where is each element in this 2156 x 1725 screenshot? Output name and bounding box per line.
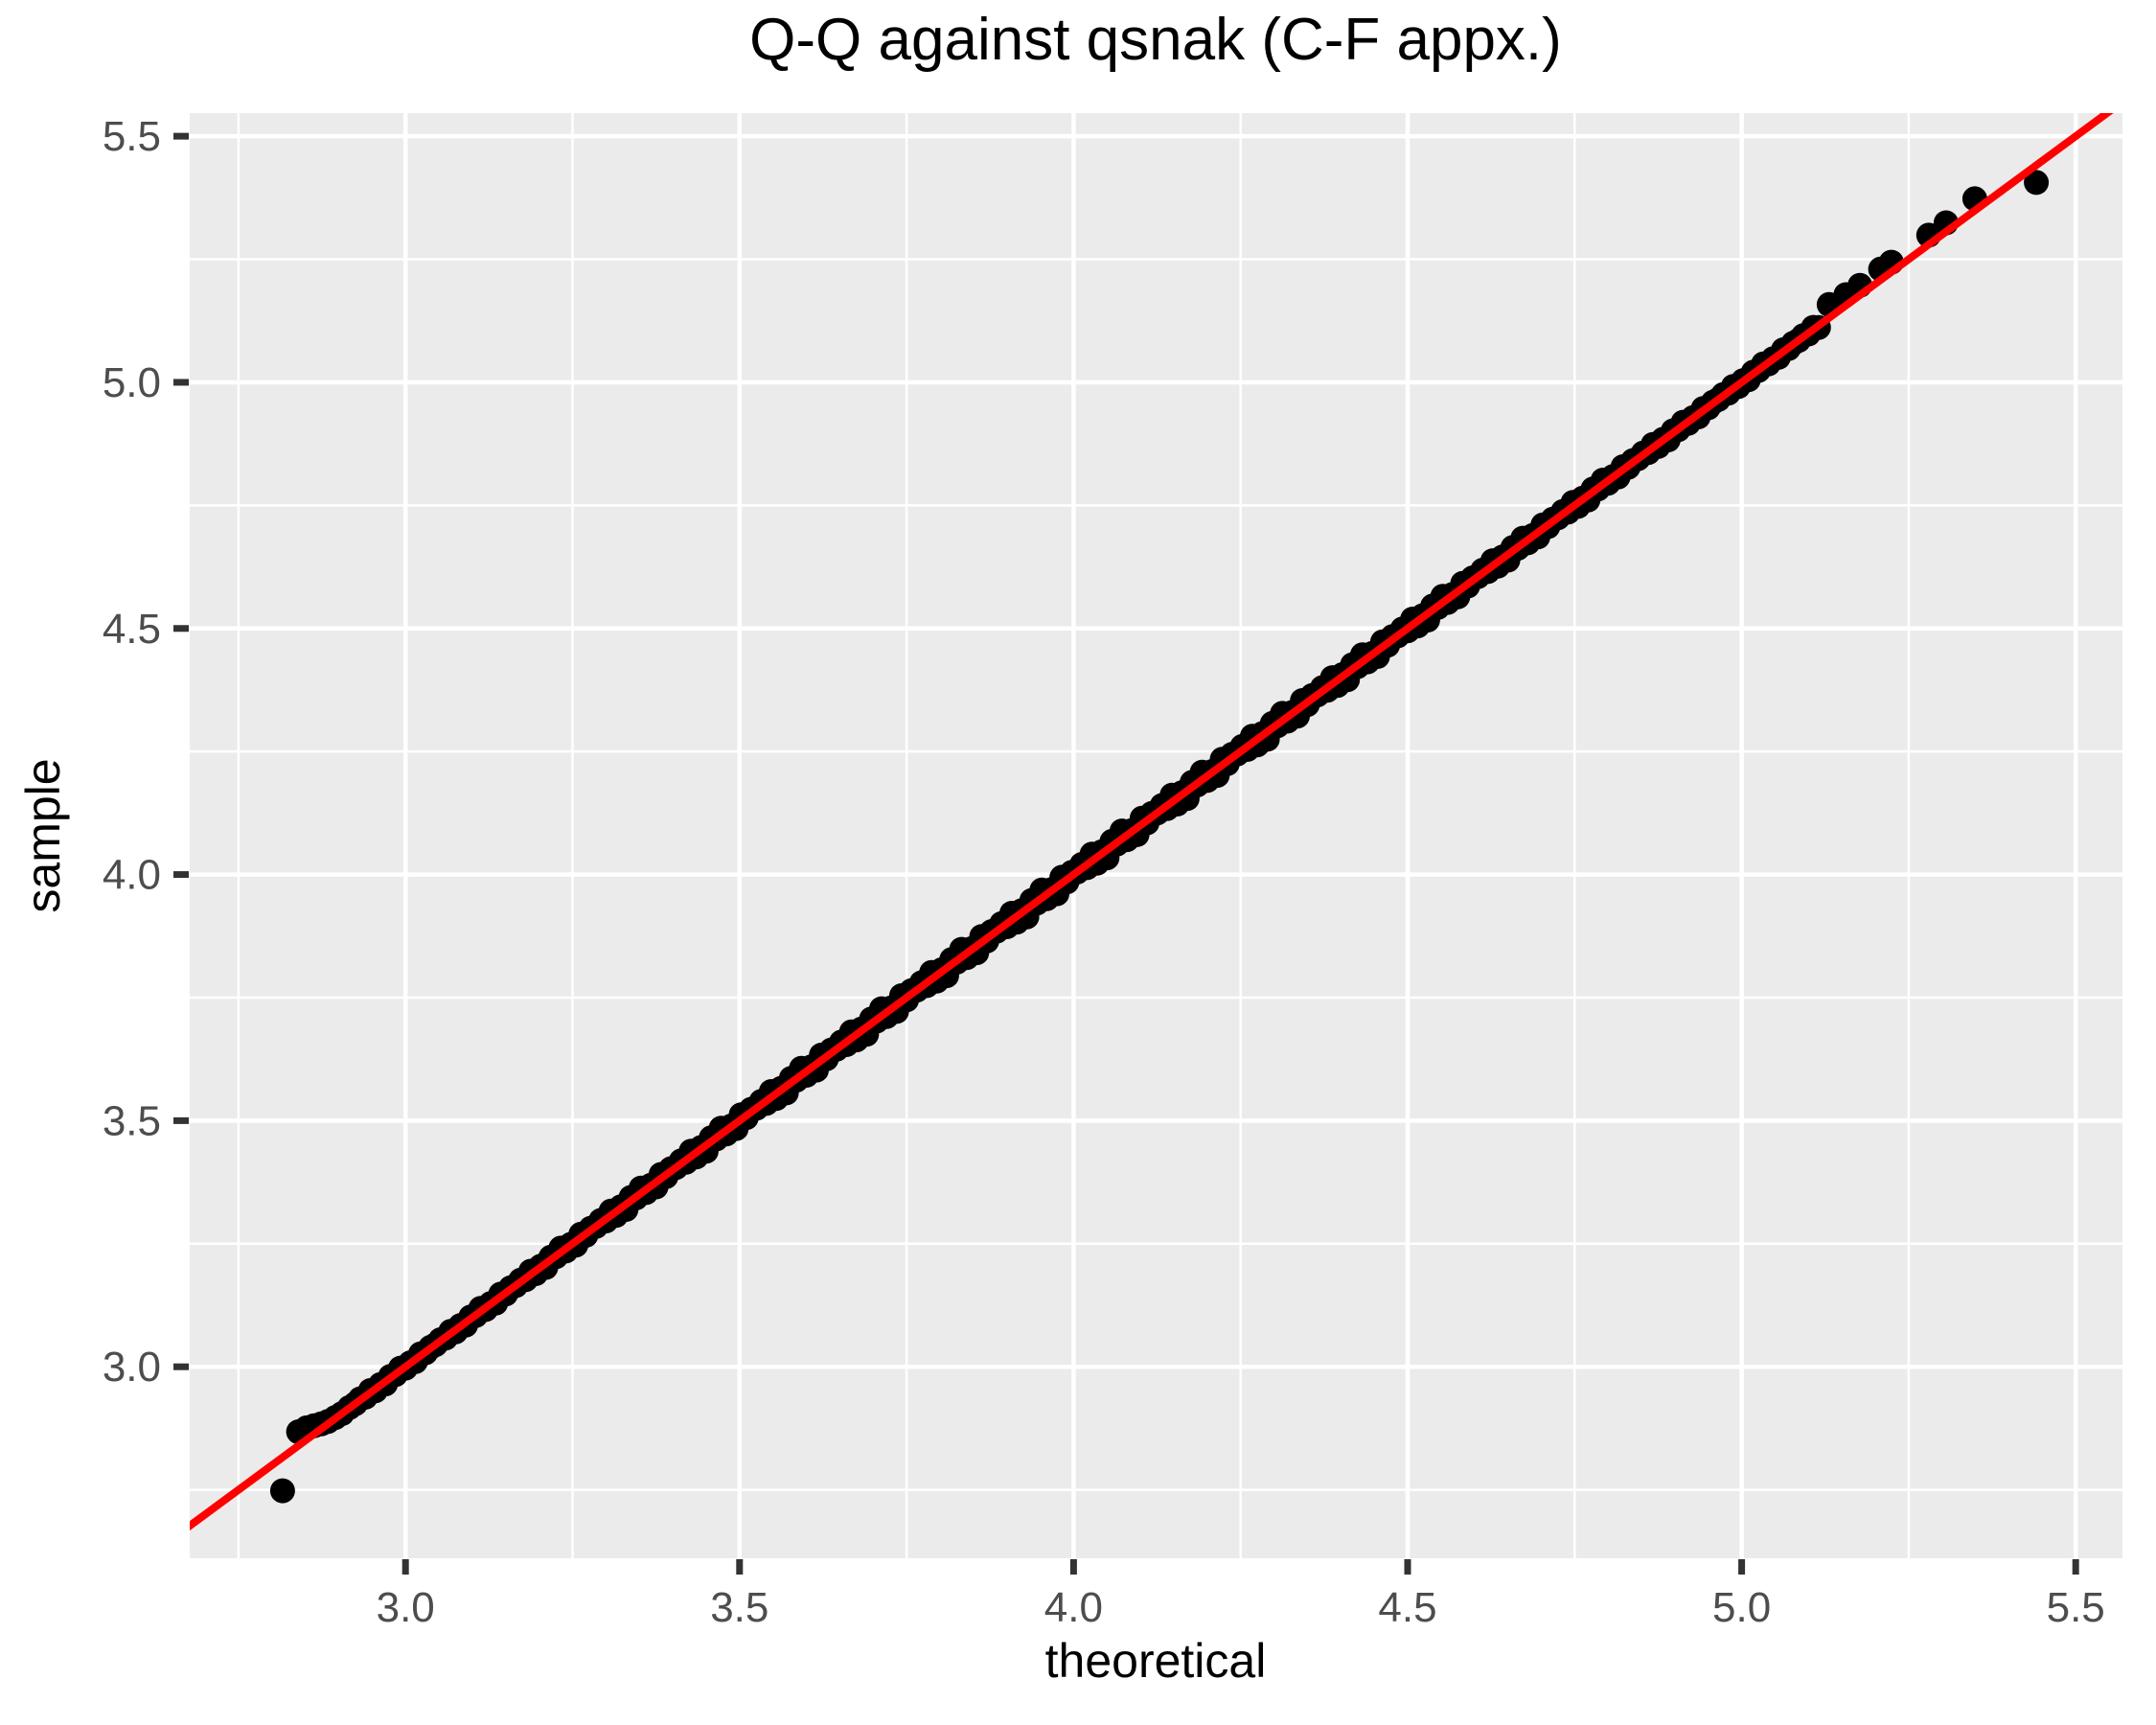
x-tick-label: 3.5 (710, 1584, 768, 1631)
grid-minor-lines (190, 113, 2122, 1558)
panel-background (190, 113, 2122, 1558)
data-point (269, 1478, 295, 1504)
x-tick-label: 4.0 (1044, 1584, 1103, 1631)
x-tick-label: 5.5 (2047, 1584, 2105, 1631)
x-axis-tick-labels: 3.0 3.5 4.0 4.5 5.0 5.5 (377, 1584, 2105, 1631)
x-tick-label: 5.0 (1712, 1584, 1771, 1631)
x-tick-label: 3.0 (377, 1584, 435, 1631)
y-tick-label: 3.5 (103, 1097, 161, 1144)
y-tick-label: 4.0 (103, 852, 161, 899)
y-tick-label: 5.0 (103, 359, 161, 406)
reference-line-layer (190, 113, 2114, 1531)
y-axis-title: sample (16, 758, 70, 912)
x-axis-title: theoretical (1045, 1634, 1267, 1688)
data-point (2024, 170, 2050, 196)
y-axis-ticks (173, 132, 189, 1370)
x-axis-ticks (401, 1559, 2079, 1575)
y-tick-label: 3.0 (103, 1344, 161, 1391)
y-axis-tick-labels: 3.0 3.5 4.0 4.5 5.0 5.5 (103, 113, 161, 1391)
y-tick-label: 5.5 (103, 113, 161, 160)
identity-reference-line (190, 113, 2114, 1531)
grid-major-lines (190, 113, 2122, 1558)
y-tick-label: 4.5 (103, 606, 161, 653)
x-tick-label: 4.5 (1378, 1584, 1436, 1631)
plot-title: Q-Q against qsnak (C-F appx.) (749, 7, 1562, 73)
